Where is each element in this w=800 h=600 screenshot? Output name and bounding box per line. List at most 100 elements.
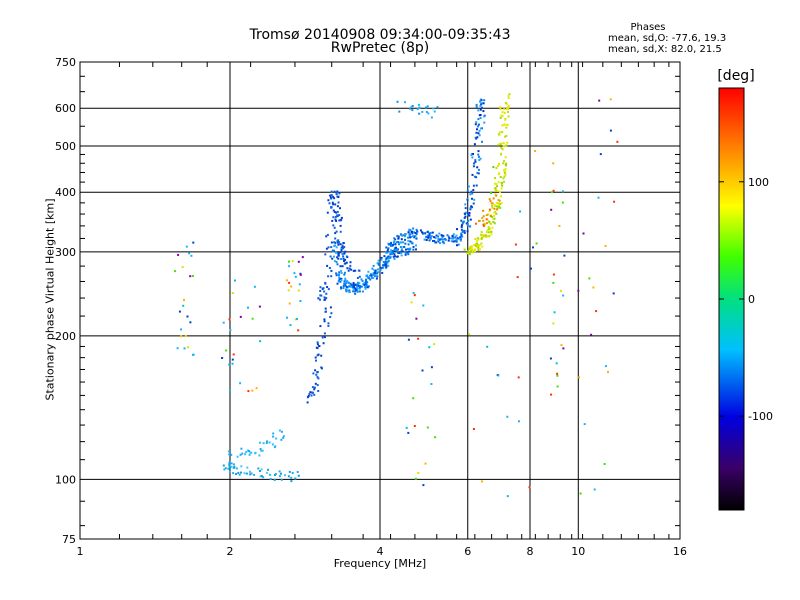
data-point: [236, 455, 239, 458]
data-point: [440, 234, 443, 237]
data-point: [503, 108, 506, 111]
data-point: [401, 234, 404, 237]
data-point: [354, 289, 357, 292]
data-point: [407, 231, 410, 234]
data-point: [387, 255, 390, 258]
data-point: [411, 105, 414, 107]
data-point: [314, 369, 317, 372]
data-point: [261, 449, 264, 452]
data-point: [330, 241, 333, 244]
noise-point: [550, 393, 553, 396]
data-point: [265, 471, 268, 474]
data-point: [335, 220, 338, 222]
noise-point: [174, 270, 177, 273]
data-point: [393, 242, 395, 245]
noise-point: [294, 318, 297, 321]
data-point: [339, 280, 342, 283]
data-point: [466, 230, 469, 233]
data-point: [335, 272, 338, 275]
phase-stats-x: mean, sd,X: 82.0, 21.5: [608, 44, 722, 55]
data-point: [257, 467, 260, 470]
data-point: [409, 107, 411, 110]
data-point: [480, 237, 483, 240]
data-point: [474, 244, 477, 247]
data-point: [505, 134, 508, 137]
data-point: [502, 162, 505, 165]
data-point: [280, 438, 283, 441]
data-point: [232, 467, 235, 469]
noise-point: [221, 357, 224, 359]
data-point: [503, 160, 505, 163]
data-point: [340, 287, 343, 290]
chart-title: Tromsø 20140908 09:34:00-09:35:43: [249, 27, 511, 43]
data-point: [485, 222, 488, 225]
colorbar-title: [deg]: [717, 68, 755, 84]
data-point: [228, 466, 231, 469]
data-point: [482, 219, 485, 222]
data-point: [463, 229, 466, 232]
data-point: [319, 325, 322, 328]
noise-point: [229, 329, 232, 332]
data-point: [507, 110, 509, 113]
data-point: [396, 100, 399, 103]
data-point: [466, 252, 469, 255]
data-point: [485, 235, 487, 238]
data-point: [404, 235, 406, 238]
data-point: [430, 116, 433, 119]
noise-point: [184, 335, 187, 337]
data-point: [506, 107, 509, 110]
data-point: [467, 185, 470, 188]
noise-point: [534, 150, 537, 152]
data-point: [390, 241, 393, 244]
data-point: [338, 277, 341, 279]
data-point: [366, 286, 369, 289]
data-point: [471, 251, 474, 254]
data-point: [329, 196, 332, 199]
data-point: [499, 108, 502, 110]
data-point: [488, 208, 491, 211]
data-point: [366, 285, 368, 288]
data-point: [473, 244, 476, 246]
data-point: [330, 246, 333, 249]
data-point: [374, 274, 377, 277]
data-point: [493, 222, 496, 225]
data-point: [306, 396, 309, 399]
data-point: [387, 259, 390, 262]
data-point: [475, 245, 478, 248]
data-point: [230, 462, 233, 465]
data-point: [486, 230, 489, 232]
noise-point: [593, 488, 596, 491]
data-point: [400, 251, 403, 254]
data-point: [240, 465, 243, 468]
data-point: [498, 205, 500, 208]
y-tick-label: 500: [55, 140, 76, 153]
data-point: [450, 240, 453, 243]
data-point: [232, 472, 235, 475]
data-point: [355, 288, 358, 291]
data-point: [474, 159, 477, 161]
data-point: [441, 235, 444, 238]
data-point: [468, 212, 471, 214]
data-point: [312, 372, 315, 375]
data-point: [410, 106, 413, 108]
data-point: [411, 232, 414, 235]
data-point: [460, 234, 463, 237]
data-point: [322, 342, 325, 345]
data-point: [318, 345, 321, 347]
data-point: [400, 254, 403, 257]
noise-point: [518, 420, 520, 423]
data-point: [467, 213, 470, 216]
data-point: [274, 473, 277, 475]
data-point: [503, 171, 506, 174]
data-point: [472, 202, 475, 205]
noise-point: [288, 281, 291, 284]
data-point: [278, 429, 281, 432]
data-point: [495, 194, 498, 197]
data-point: [274, 445, 277, 448]
noise-point: [552, 281, 555, 284]
data-point: [469, 218, 472, 221]
data-point: [490, 230, 493, 233]
noise-point: [433, 343, 436, 346]
data-point: [502, 142, 505, 145]
noise-point: [301, 256, 304, 259]
